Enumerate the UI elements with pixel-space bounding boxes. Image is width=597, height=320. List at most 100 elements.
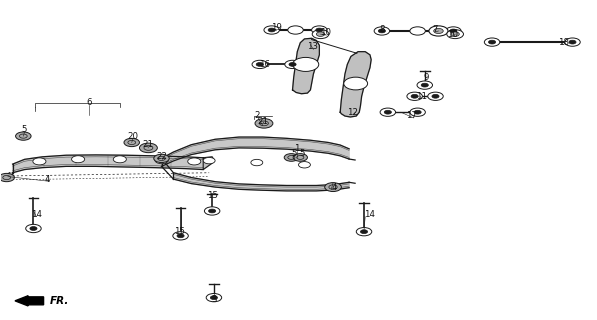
Circle shape xyxy=(16,132,31,140)
Circle shape xyxy=(432,94,439,98)
Text: 11: 11 xyxy=(416,92,427,101)
Circle shape xyxy=(316,28,323,32)
Circle shape xyxy=(445,27,461,35)
Circle shape xyxy=(325,183,341,192)
Circle shape xyxy=(447,30,463,39)
Circle shape xyxy=(252,60,267,68)
Polygon shape xyxy=(4,173,13,181)
Circle shape xyxy=(154,154,170,163)
Circle shape xyxy=(407,92,423,100)
Text: 5: 5 xyxy=(299,149,305,158)
Circle shape xyxy=(284,154,298,161)
Circle shape xyxy=(0,173,14,182)
Text: 3: 3 xyxy=(211,295,217,304)
FancyArrow shape xyxy=(15,296,44,306)
Circle shape xyxy=(72,156,85,163)
Circle shape xyxy=(268,28,275,32)
Polygon shape xyxy=(293,38,319,94)
Polygon shape xyxy=(173,173,349,191)
Polygon shape xyxy=(340,52,371,117)
Circle shape xyxy=(26,224,41,233)
Text: 22: 22 xyxy=(156,152,167,161)
Text: 21: 21 xyxy=(257,117,268,126)
Circle shape xyxy=(488,40,496,44)
Circle shape xyxy=(414,110,421,114)
Text: 15: 15 xyxy=(174,227,185,236)
Circle shape xyxy=(140,143,158,153)
Circle shape xyxy=(378,29,386,33)
Circle shape xyxy=(361,230,368,234)
Text: 21: 21 xyxy=(142,140,153,148)
Circle shape xyxy=(344,77,368,90)
Circle shape xyxy=(298,162,310,168)
Text: 18: 18 xyxy=(558,38,569,47)
Circle shape xyxy=(374,27,390,35)
Circle shape xyxy=(33,158,46,165)
Circle shape xyxy=(410,27,426,35)
Circle shape xyxy=(264,26,279,34)
Circle shape xyxy=(411,94,418,98)
Circle shape xyxy=(173,232,188,240)
Circle shape xyxy=(204,207,220,215)
Text: 13: 13 xyxy=(307,42,318,52)
Circle shape xyxy=(421,83,428,87)
Circle shape xyxy=(427,92,443,100)
Circle shape xyxy=(177,234,184,238)
Circle shape xyxy=(316,32,325,36)
Text: 8: 8 xyxy=(379,25,384,34)
Circle shape xyxy=(429,26,448,36)
Circle shape xyxy=(288,26,303,34)
Text: 2: 2 xyxy=(254,111,260,120)
Polygon shape xyxy=(13,155,203,173)
Circle shape xyxy=(113,156,127,163)
Circle shape xyxy=(293,57,319,71)
Circle shape xyxy=(251,159,263,166)
Circle shape xyxy=(203,157,215,164)
Text: 14: 14 xyxy=(31,210,42,219)
Circle shape xyxy=(289,62,296,66)
Text: 6: 6 xyxy=(86,98,91,107)
Circle shape xyxy=(450,29,457,33)
Text: 4: 4 xyxy=(331,183,337,192)
Text: 5: 5 xyxy=(21,125,27,134)
Circle shape xyxy=(417,81,432,89)
Circle shape xyxy=(208,209,216,213)
Circle shape xyxy=(124,138,140,147)
Circle shape xyxy=(410,108,426,116)
Circle shape xyxy=(210,296,217,300)
Circle shape xyxy=(356,228,372,236)
Text: 19: 19 xyxy=(271,23,282,32)
Text: 5: 5 xyxy=(291,149,297,158)
Text: 20: 20 xyxy=(127,132,139,140)
Text: 9: 9 xyxy=(423,73,429,82)
Text: FR.: FR. xyxy=(50,296,69,307)
Polygon shape xyxy=(162,137,349,166)
Text: 10: 10 xyxy=(447,30,458,39)
Circle shape xyxy=(312,26,327,34)
Circle shape xyxy=(206,293,221,302)
Circle shape xyxy=(30,227,37,230)
Circle shape xyxy=(285,60,300,68)
Circle shape xyxy=(255,119,273,128)
Text: 1: 1 xyxy=(294,144,300,153)
Circle shape xyxy=(155,157,168,164)
Text: 17: 17 xyxy=(406,111,417,120)
Text: 12: 12 xyxy=(347,108,358,117)
Circle shape xyxy=(433,28,443,34)
Circle shape xyxy=(451,32,459,36)
Circle shape xyxy=(312,30,329,39)
Text: 15: 15 xyxy=(207,190,218,200)
Text: 7: 7 xyxy=(433,25,438,34)
Circle shape xyxy=(569,40,576,44)
Circle shape xyxy=(380,108,396,116)
Circle shape xyxy=(256,62,263,66)
Circle shape xyxy=(565,38,580,46)
Text: 4: 4 xyxy=(44,175,50,184)
Polygon shape xyxy=(203,157,214,170)
Text: 16: 16 xyxy=(259,60,270,69)
Text: 14: 14 xyxy=(365,210,376,219)
Circle shape xyxy=(293,154,307,161)
Circle shape xyxy=(384,110,392,114)
Text: 10: 10 xyxy=(320,28,331,37)
Circle shape xyxy=(187,158,201,165)
